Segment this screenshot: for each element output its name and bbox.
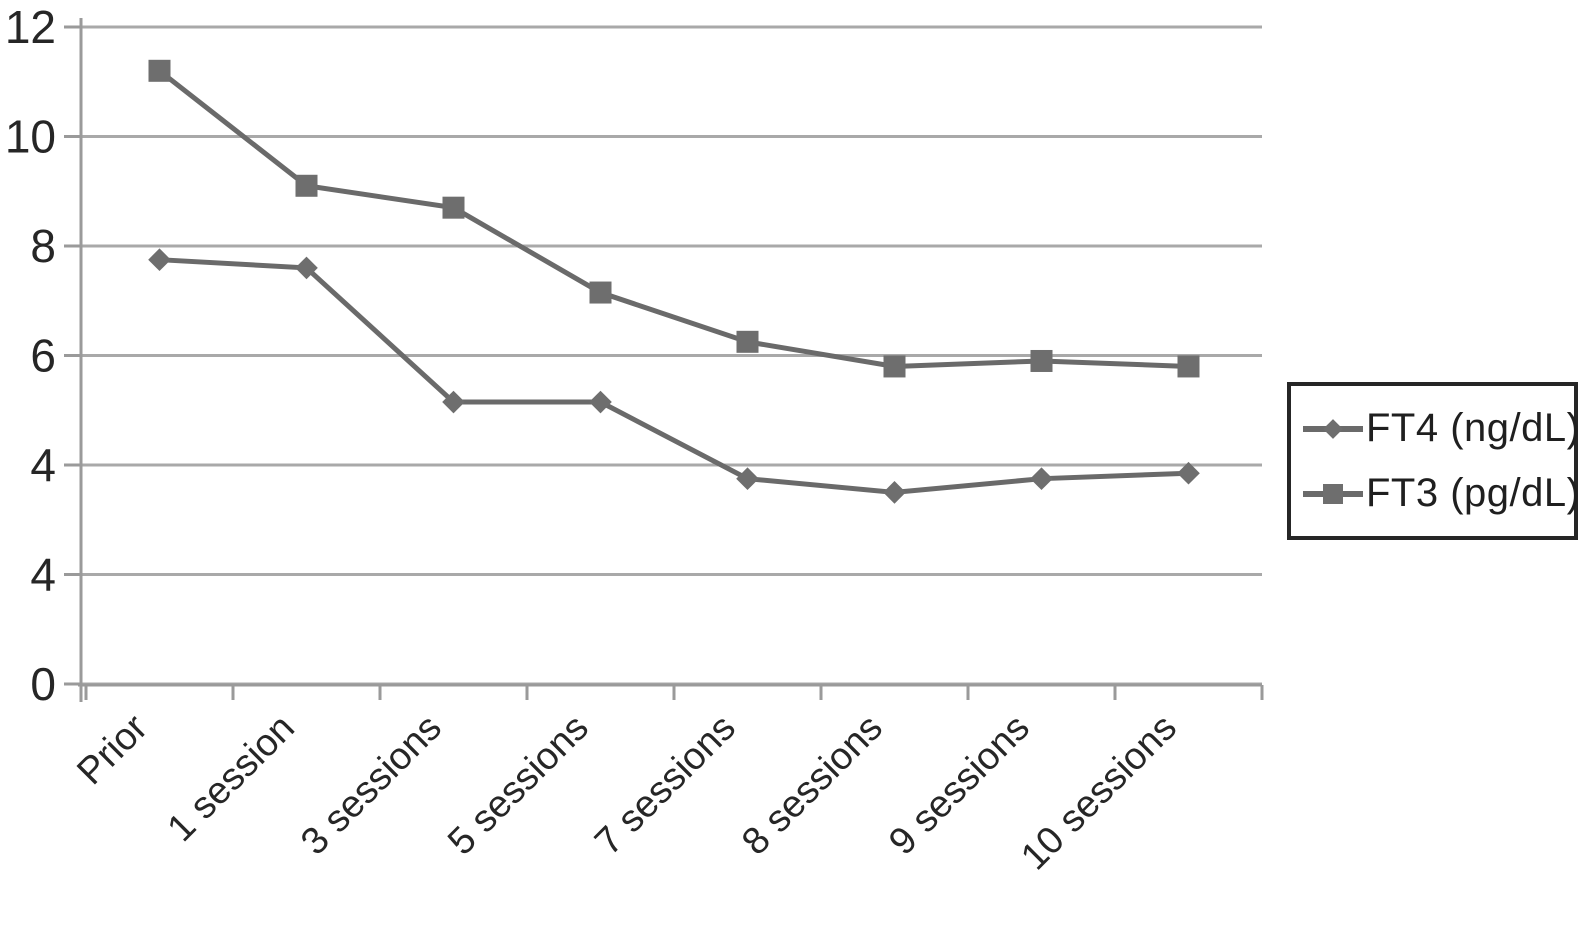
y-tick-label: 4 xyxy=(30,549,56,601)
ft3-series-line xyxy=(157,68,1189,369)
legend-item-ft4: FT4 (ng/dL) xyxy=(1303,406,1578,451)
ft3-marker xyxy=(1030,349,1053,372)
x-tick-label: 3 sessions xyxy=(293,707,450,864)
ft3-line-square-icon xyxy=(1303,474,1363,514)
y-tick-label: 0 xyxy=(30,658,56,710)
ft3-marker xyxy=(589,281,612,304)
x-tick-label: 9 sessions xyxy=(881,707,1038,864)
ft3-marker xyxy=(442,196,465,219)
x-tick-label: 10 sessions xyxy=(1013,707,1185,879)
legend-label-ft4: FT4 (ng/dL) xyxy=(1366,406,1578,450)
ft3-marker xyxy=(1177,355,1200,378)
y-tick-label: 4 xyxy=(30,439,56,491)
ft3-marker xyxy=(736,330,759,353)
square-marker-icon xyxy=(1323,483,1343,504)
ft4-marker xyxy=(589,390,612,414)
ft3-marker xyxy=(883,355,906,378)
legend: FT4 (ng/dL) FT3 (pg/dL) xyxy=(1287,382,1578,540)
ft3-marker xyxy=(295,174,318,197)
y-tick-label: 8 xyxy=(30,220,56,272)
x-tick-label: 1 session xyxy=(160,707,303,850)
y-tick-label: 6 xyxy=(30,330,56,382)
diamond-marker-icon xyxy=(1323,418,1343,439)
x-tick-label: 7 sessions xyxy=(587,707,744,864)
ft4-marker xyxy=(148,248,171,272)
ft4-marker xyxy=(736,467,759,491)
x-tick-label: Prior xyxy=(69,706,156,793)
y-tick-label: 12 xyxy=(5,1,56,53)
y-tick-label: 10 xyxy=(5,111,56,163)
ft4-series-line xyxy=(159,257,1189,495)
ft3-marker xyxy=(148,59,171,82)
legend-item-ft3: FT3 (pg/dL) xyxy=(1303,471,1578,516)
legend-label-ft3: FT3 (pg/dL) xyxy=(1366,471,1578,515)
ft4-marker xyxy=(1030,467,1053,491)
ft4-line-diamond-icon xyxy=(1303,409,1363,449)
x-tick-label: 5 sessions xyxy=(440,707,597,864)
ft4-marker xyxy=(883,481,906,504)
x-tick-label: 8 sessions xyxy=(734,707,891,864)
